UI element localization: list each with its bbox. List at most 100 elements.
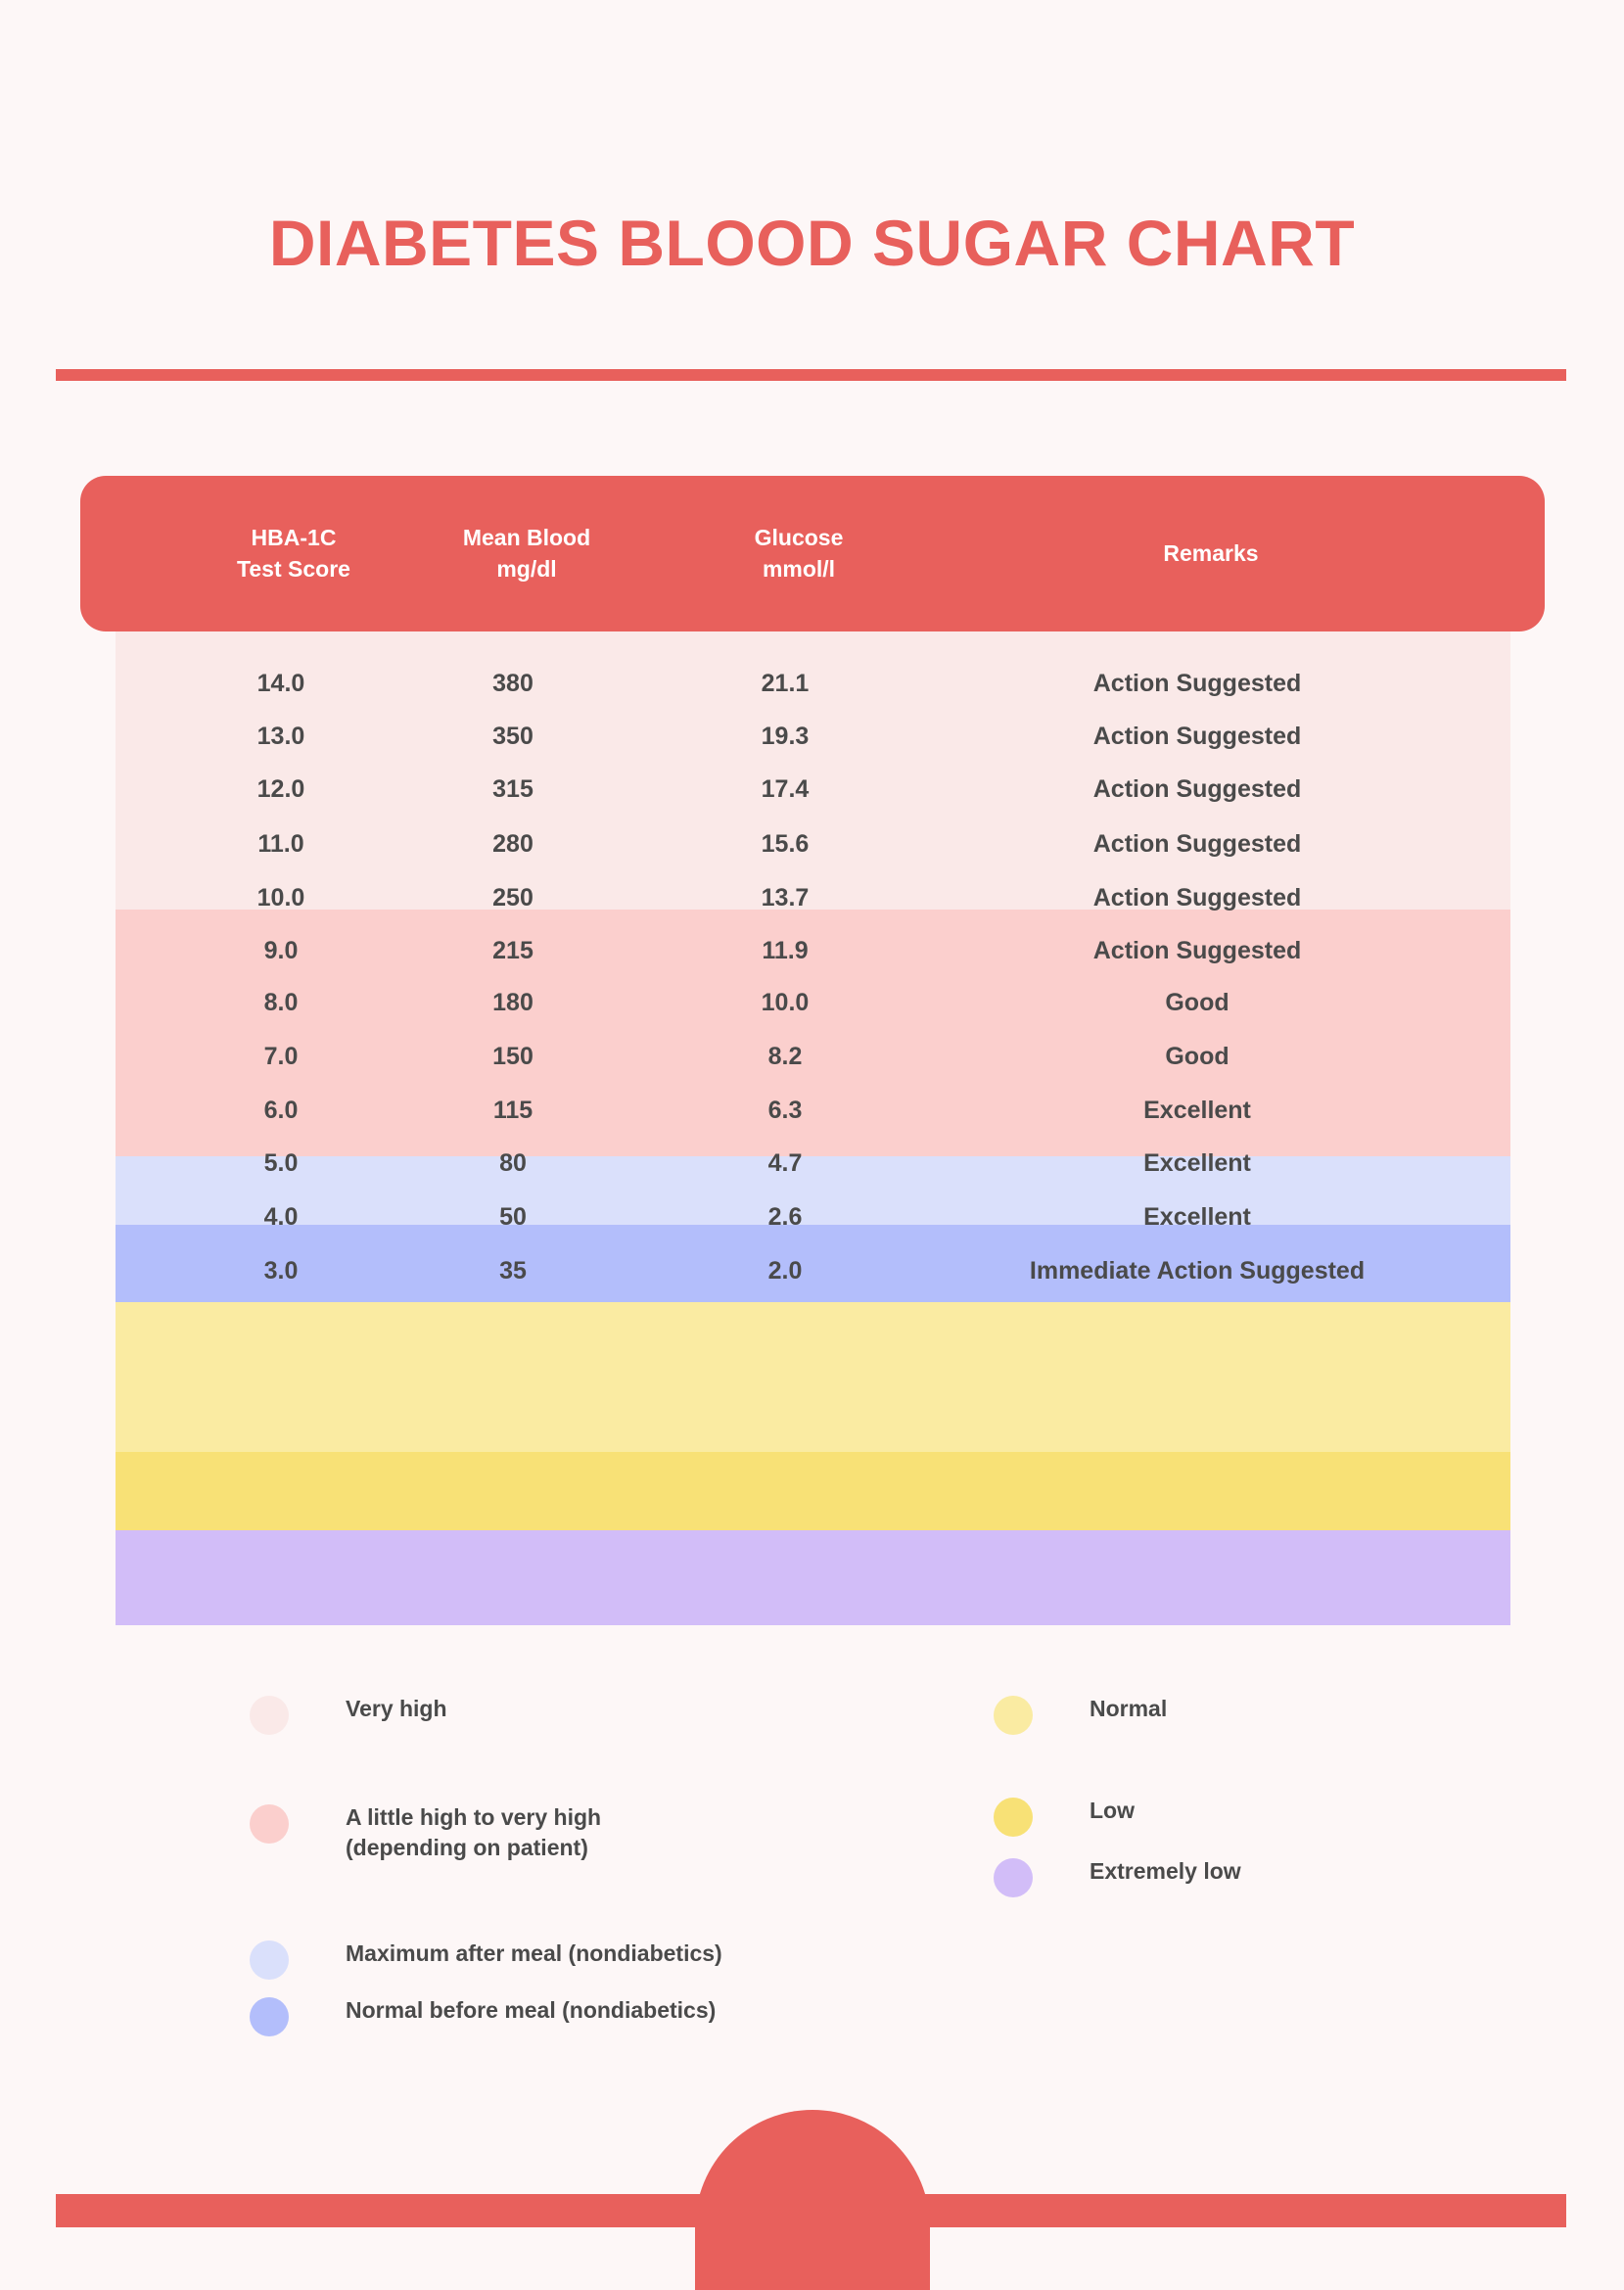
legend-label: Maximum after meal (nondiabetics) [346,1940,722,1966]
table-band-a-little-high [116,910,1510,1156]
cell-glucose: 21.1 [761,670,810,697]
column-header-mean-blood: Mean Blood mg/dl [462,525,591,582]
table-row: 11.0 280 15.6 Action Suggested [116,818,1510,870]
cell-mean-blood: 80 [499,1149,527,1177]
table-band-normal-before-meal [116,1225,1510,1302]
cell-mean-blood: 215 [492,937,534,964]
table-row: 8.0 180 10.0 Good [116,976,1510,1029]
legend-item: Low [994,1796,1135,1837]
table-band-very-high [116,631,1510,910]
cell-hba1c: 6.0 [263,1097,299,1124]
column-header-hba1c: HBA-1C Test Score [237,525,350,582]
bottom-divider [56,2194,1566,2227]
page-title: DIABETES BLOOD SUGAR CHART [268,207,1356,279]
cell-glucose: 13.7 [761,884,810,911]
cell-mean-blood: 180 [492,989,534,1016]
legend-item: Very high [250,1694,447,1735]
table-band-max-after-meal [116,1156,1510,1225]
cell-glucose: 2.0 [767,1257,803,1285]
legend-label: Extremely low [1090,1858,1241,1884]
cell-remarks: Immediate Action Suggested [1029,1257,1366,1285]
table-row: 4.0 50 2.6 Excellent [116,1191,1510,1243]
cell-hba1c: 4.0 [263,1203,299,1231]
legend-swatch-icon [250,1804,289,1844]
cell-remarks: Good [1165,1043,1230,1070]
cell-remarks: Action Suggested [1092,884,1302,911]
cell-glucose: 17.4 [761,775,810,803]
cell-glucose: 8.2 [767,1043,803,1070]
table-row: 12.0 315 17.4 Action Suggested [116,763,1510,816]
table-band-normal [116,1302,1510,1452]
cell-mean-blood: 250 [492,884,534,911]
cell-remarks: Action Suggested [1092,775,1302,803]
legend-item: Extremely low [994,1856,1241,1897]
cell-glucose: 4.7 [767,1149,803,1177]
cell-mean-blood: 380 [492,670,534,697]
cell-remarks: Action Suggested [1092,830,1302,858]
legend-item: Maximum after meal (nondiabetics) [250,1939,722,1980]
table-row: 9.0 215 11.9 Action Suggested [116,924,1510,977]
legend-item: Normal [994,1694,1167,1735]
legend-swatch-icon [994,1858,1033,1897]
cell-glucose: 2.6 [767,1203,803,1231]
legend-swatch-icon [994,1798,1033,1837]
cell-hba1c: 12.0 [256,775,305,803]
cell-hba1c: 9.0 [263,937,299,964]
legend-item: A little high to very high (depending on… [250,1802,601,1862]
cell-glucose: 6.3 [767,1097,803,1124]
cell-mean-blood: 115 [492,1097,534,1124]
cell-glucose: 15.6 [761,830,810,858]
table-body: 14.0 380 21.1 Action Suggested 13.0 350 19.3 Ac… [116,631,1510,1625]
cell-remarks: Excellent [1143,1097,1251,1124]
cell-remarks: Excellent [1143,1203,1251,1231]
cell-hba1c: 13.0 [256,723,305,750]
cell-mean-blood: 150 [492,1043,534,1070]
table-row: 6.0 115 6.3 Excellent [116,1084,1510,1137]
table-row: 10.0 250 13.7 Action Suggested [116,871,1510,924]
table-band-extremely-low [116,1530,1510,1625]
cell-hba1c: 11.0 [257,830,304,858]
table-row: 7.0 150 8.2 Good [116,1030,1510,1083]
legend-label: Very high [346,1696,447,1721]
legend-swatch-icon [250,1940,289,1980]
table-band-low [116,1452,1510,1530]
column-header-remarks: Remarks [1163,539,1259,566]
cell-remarks: Excellent [1143,1149,1251,1177]
legend-swatch-icon [250,1696,289,1735]
cell-mean-blood: 315 [492,775,534,803]
cell-hba1c: 8.0 [263,989,299,1016]
legend: Very high A little high to very high (dep… [0,1694,1624,2036]
table-row: 13.0 350 19.3 Action Suggested [116,710,1510,763]
cell-remarks: Action Suggested [1092,723,1302,750]
table-row: 3.0 35 2.0 Immediate Action Suggested [116,1244,1510,1297]
legend-label: A little high to very high (depending on… [346,1804,602,1860]
legend-item: Normal before meal (nondiabetics) [250,1995,716,2036]
cell-hba1c: 10.0 [256,884,305,911]
cell-mean-blood: 35 [499,1257,527,1285]
table-header: HBA-1C Test Score Mean Blood mg/dl Gluco… [80,476,1545,631]
table-row: 14.0 380 21.1 Action Suggested [116,657,1510,710]
cell-glucose: 10.0 [761,989,810,1016]
cell-glucose: 19.3 [761,723,810,750]
legend-swatch-icon [994,1696,1033,1735]
cell-mean-blood: 350 [492,723,534,750]
cell-mean-blood: 50 [499,1203,527,1231]
cell-remarks: Action Suggested [1092,937,1302,964]
table-header-row: HBA-1C Test Score Mean Blood mg/dl Gluco… [80,476,1545,631]
cell-hba1c: 7.0 [263,1043,299,1070]
title-divider [56,369,1566,381]
cell-mean-blood: 280 [492,830,534,858]
table-row: 5.0 80 4.7 Excellent [116,1137,1510,1190]
legend-swatch-icon [250,1997,289,2036]
cell-remarks: Good [1165,989,1230,1016]
cell-hba1c: 14.0 [256,670,305,697]
cell-hba1c: 3.0 [263,1257,299,1285]
cell-hba1c: 5.0 [263,1149,299,1177]
cell-remarks: Action Suggested [1092,670,1302,697]
legend-label: Low [1090,1798,1135,1823]
legend-label: Normal [1090,1696,1168,1721]
legend-label: Normal before meal (nondiabetics) [346,1997,717,2023]
column-header-glucose: Glucose mmol/l [754,525,844,582]
cell-glucose: 11.9 [762,937,809,964]
